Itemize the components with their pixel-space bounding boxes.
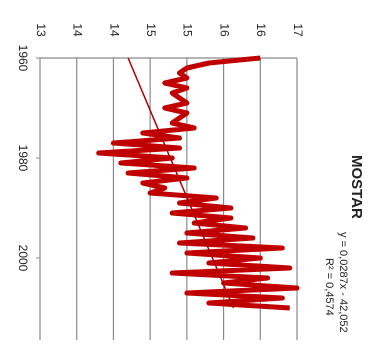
value-tick-label: 14	[107, 23, 121, 37]
value-tick-label: 16	[254, 23, 268, 37]
value-tick-label: 15	[144, 23, 158, 37]
data-line	[96, 55, 300, 311]
value-tick-label: 14	[71, 23, 85, 37]
trend-equation: y = 0,0287x - 42,052	[337, 232, 349, 333]
year-tick-label: 1980	[16, 145, 30, 172]
value-tick-label: 15	[181, 23, 195, 37]
chart-title: MOSTAR	[348, 155, 365, 219]
value-tick-label: 17	[291, 23, 305, 37]
year-tick-label: 1960	[16, 45, 30, 72]
value-tick-label: 13	[34, 23, 48, 37]
trendline	[127, 57, 235, 309]
r-squared: R² = 0,4574	[323, 258, 335, 316]
year-tick-label: 2000	[16, 245, 30, 272]
value-tick-label: 16	[217, 23, 231, 37]
